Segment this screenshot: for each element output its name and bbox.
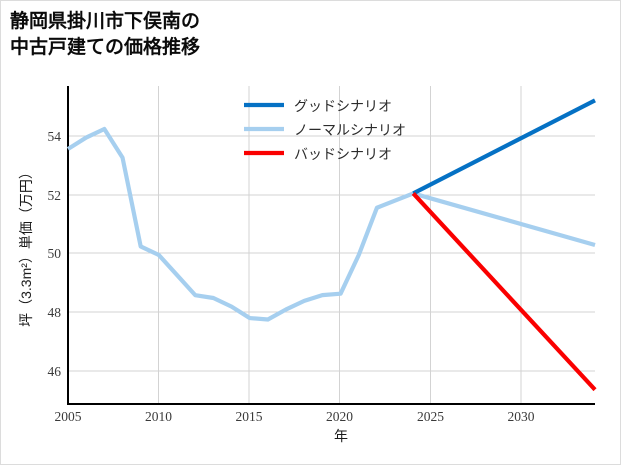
x-axis-title: 年	[334, 428, 348, 444]
y-tick-50: 50	[48, 246, 62, 261]
series-line-normal	[66, 126, 596, 322]
x-tick-2020: 2020	[326, 409, 353, 424]
page-title: 静岡県掛川市下俣南の 中古戸建ての価格推移	[10, 11, 201, 58]
series-lines	[66, 98, 597, 392]
y-axis-tick-labels: 54 52 50 48 46	[48, 129, 62, 379]
x-tick-2010: 2010	[145, 409, 172, 424]
axis-lines	[66, 86, 595, 406]
legend-label-normal: ノーマルシナリオ	[294, 124, 406, 139]
y-tick-52: 52	[48, 188, 62, 203]
x-tick-2030: 2030	[508, 409, 535, 424]
y-axis-title: 坪（3.3m²）単価（万円）	[18, 165, 34, 327]
x-tick-2015: 2015	[236, 409, 263, 424]
legend: グッドシナリオ ノーマルシナリオ バッドシナリオ	[244, 99, 406, 163]
x-axis-tick-labels: 2005 2010 2015 2020 2025 2030	[55, 409, 535, 424]
legend-label-good: グッドシナリオ	[294, 99, 392, 115]
y-tick-54: 54	[48, 129, 62, 144]
y-tick-46: 46	[48, 364, 62, 379]
y-tick-48: 48	[48, 305, 62, 320]
x-tick-2005: 2005	[55, 409, 82, 424]
series-line-bad	[411, 192, 597, 392]
legend-label-bad: バッドシナリオ	[294, 148, 392, 163]
series-line-good	[412, 98, 596, 196]
x-tick-2025: 2025	[417, 409, 444, 424]
